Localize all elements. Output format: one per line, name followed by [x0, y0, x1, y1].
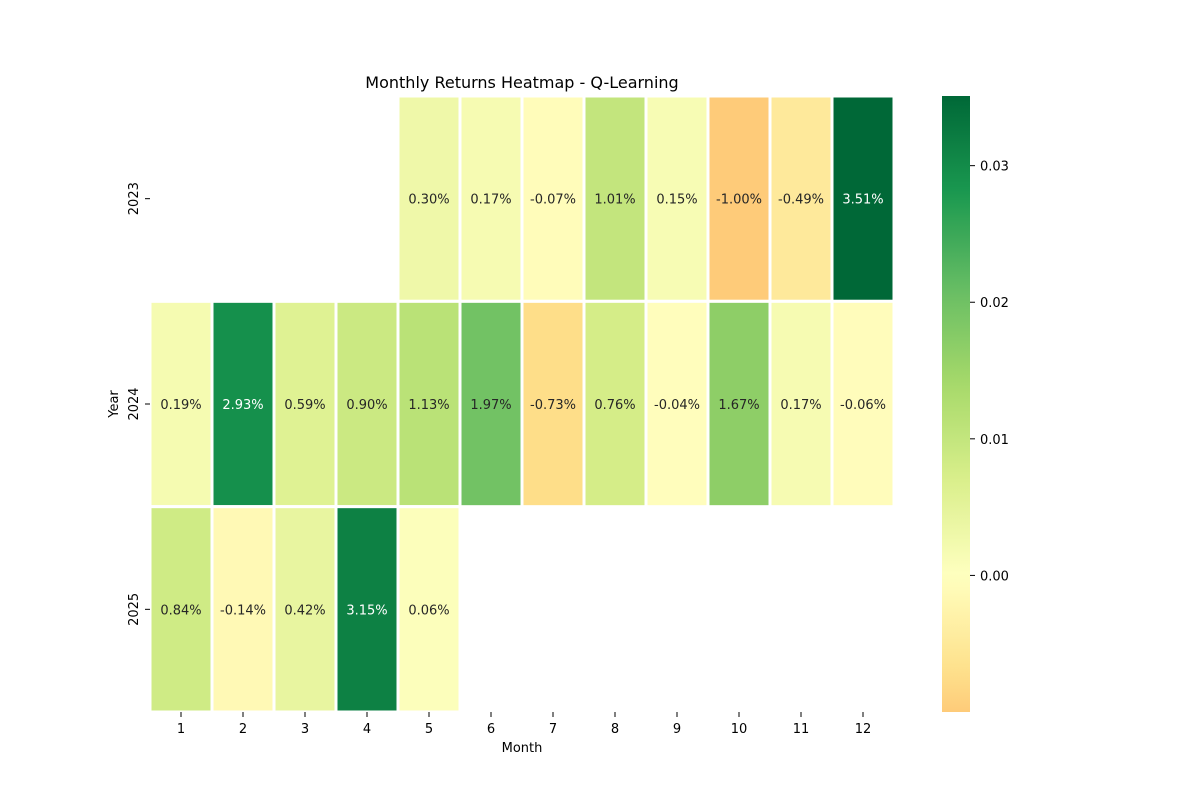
colorbar-tick-label: 0.03: [980, 160, 1009, 175]
x-tick-label: 7: [549, 722, 557, 737]
x-axis-label: Month: [502, 741, 543, 756]
heatmap-cell: [830, 299, 896, 509]
heatmap-cell-label: -0.07%: [530, 193, 576, 208]
x-tick-label: 9: [673, 722, 681, 737]
heatmap-cell-label: 0.17%: [470, 193, 511, 208]
heatmap-cell: [396, 94, 462, 303]
heatmap-cell: [644, 299, 710, 509]
x-tick-label: 5: [425, 722, 433, 737]
heatmap-cell-label: -1.00%: [716, 193, 762, 208]
heatmap-cell-label: 1.01%: [594, 193, 635, 208]
colorbar-gradient: [942, 96, 970, 712]
y-tick-label: 2025: [127, 593, 142, 626]
x-axis: 1 2 3 4 5 6 7 8 9 10 11 12: [177, 712, 871, 737]
heatmap-cell-label: 0.15%: [656, 193, 697, 208]
heatmap-cell-label: -0.73%: [530, 398, 576, 413]
heatmap-cell: [210, 299, 276, 509]
chart-title: Monthly Returns Heatmap - Q-Learning: [365, 73, 678, 92]
x-tick-label: 1: [177, 722, 185, 737]
heatmap-cell-label: 0.76%: [594, 398, 635, 413]
heatmap-cell: [458, 299, 524, 509]
heatmap-cell-label: 0.17%: [780, 398, 821, 413]
heatmap-cell-label: 0.30%: [408, 193, 449, 208]
y-tick-label: 2023: [127, 182, 142, 215]
heatmap-cell-label: 0.84%: [160, 603, 201, 618]
colorbar: 0.00 0.01 0.02 0.03: [942, 96, 1009, 712]
heatmap-cell-label: 0.59%: [284, 398, 325, 413]
heatmap-cell: [706, 94, 772, 303]
heatmap-cell: [458, 94, 524, 303]
y-axis: 2023 2024 2025: [127, 182, 150, 626]
y-axis-label: Year: [107, 390, 122, 419]
heatmap-cell: [334, 299, 400, 509]
x-tick-label: 4: [363, 722, 371, 737]
x-tick-label: 12: [855, 722, 872, 737]
heatmap-cell-label: 0.42%: [284, 603, 325, 618]
heatmap-cell: [582, 299, 648, 509]
heatmap-cell-label: -0.14%: [220, 603, 266, 618]
heatmap-cell: [830, 94, 896, 303]
x-tick-label: 10: [731, 722, 748, 737]
heatmap-cell-label: 3.15%: [346, 603, 387, 618]
colorbar-tick-label: 0.01: [980, 433, 1009, 448]
heatmap-cell-label: 0.06%: [408, 603, 449, 618]
heatmap-cell-label: 1.13%: [408, 398, 449, 413]
heatmap-cell: [272, 505, 338, 714]
heatmap-cell-label: -0.49%: [778, 193, 824, 208]
x-tick-label: 11: [793, 722, 810, 737]
colorbar-tick-label: 0.02: [980, 296, 1009, 311]
x-tick-label: 2: [239, 722, 247, 737]
heatmap-cell-label: 1.97%: [470, 398, 511, 413]
y-tick-label: 2024: [127, 387, 142, 420]
colorbar-tick-label: 0.00: [980, 569, 1009, 584]
heatmap-cell-label: 0.19%: [160, 398, 201, 413]
heatmap-cells: 0.30% 0.17% -0.07% 1.01% 0.15% -1.00% -0.49% 3.…: [148, 94, 896, 714]
x-tick-label: 8: [611, 722, 619, 737]
heatmap-cell: [210, 505, 276, 714]
heatmap-cell-label: 1.67%: [718, 398, 759, 413]
heatmap-cell-label: -0.04%: [654, 398, 700, 413]
heatmap-cell-label: 0.90%: [346, 398, 387, 413]
heatmap-cell-label: 2.93%: [222, 398, 263, 413]
x-tick-label: 3: [301, 722, 309, 737]
heatmap-cell-label: -0.06%: [840, 398, 886, 413]
heatmap-cell: [768, 299, 834, 509]
x-tick-label: 6: [487, 722, 495, 737]
heatmap-cell-label: 3.51%: [842, 193, 883, 208]
